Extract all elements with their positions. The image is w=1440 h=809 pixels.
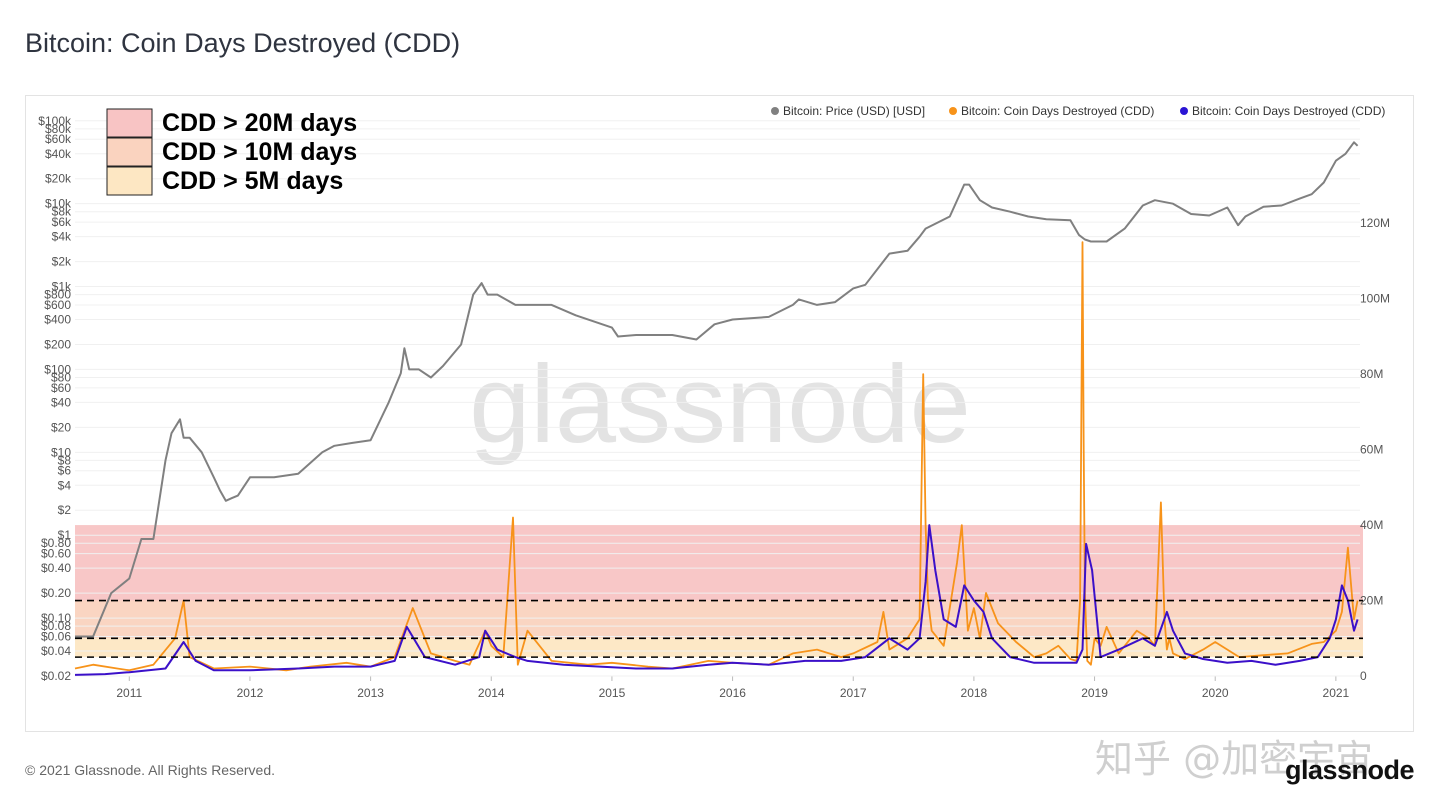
y-left-tick-label: $0.06	[41, 629, 71, 643]
x-tick-label: 2011	[116, 686, 142, 700]
band-over-10m	[75, 600, 1363, 639]
x-tick-label: 2015	[599, 686, 626, 700]
legend-dot	[949, 107, 957, 115]
threshold-legend-swatch	[106, 108, 153, 138]
y-left-tick-label: $1	[58, 528, 72, 542]
y-left-tick-label: $2	[58, 503, 72, 517]
y-left-tick-label: $800	[44, 288, 71, 302]
x-tick-label: 2020	[1202, 686, 1229, 700]
y-left-tick-label: $40k	[45, 147, 72, 161]
y-right-tick-label: 20M	[1360, 594, 1383, 608]
x-tick-label: 2013	[357, 686, 384, 700]
page-title: Bitcoin: Coin Days Destroyed (CDD)	[25, 28, 461, 58]
threshold-legend-swatch	[106, 137, 153, 167]
zhihu-watermark: 知乎 @加密宇宙	[1095, 737, 1374, 781]
cdd-ma-line	[74, 524, 1359, 676]
y-left-tick-label: $600	[44, 298, 71, 312]
threshold-lines	[75, 599, 1363, 658]
glassnode-watermark: glassnode	[469, 343, 971, 466]
y-left-tick-label: $6	[58, 464, 72, 478]
y-left-tick-label: $0.80	[41, 536, 71, 550]
copyright-text: © 2021 Glassnode. All Rights Reserved.	[25, 762, 276, 778]
x-axis: 2011 2012 2013 2014 2015 2016 2017 2018 2019 2020…	[116, 676, 1350, 700]
chart-frame	[25, 95, 1414, 732]
threshold-legend-label: CDD > 20M days	[162, 109, 357, 137]
y-right-tick-label: 80M	[1360, 367, 1383, 381]
y-left-tick-label: $20	[51, 420, 71, 434]
y-right-tick-label: 0	[1360, 669, 1367, 683]
glassnode-logo: glassnode	[1284, 755, 1415, 785]
threshold-bands	[75, 525, 1363, 658]
x-tick-label: 2019	[1081, 686, 1108, 700]
y-left-tick-label: $60k	[45, 132, 72, 146]
y-left-tick-label: $10k	[45, 197, 72, 211]
x-tick-label: 2021	[1323, 686, 1350, 700]
legend-dot	[1180, 107, 1188, 115]
y-axis-price: $0.02 $0.04$0.06$0.08$0.10 $0.20 $0.40$0.60…	[38, 114, 1360, 683]
y-left-tick-label: $4k	[52, 230, 72, 244]
x-tick-label: 2018	[961, 686, 988, 700]
y-left-tick-label: $2k	[52, 255, 72, 269]
price-line	[75, 141, 1359, 638]
series-legend: Bitcoin: Price (USD) [USD] Bitcoin: Coin …	[771, 104, 1385, 118]
legend-label: Bitcoin: Price (USD) [USD]	[783, 104, 925, 118]
x-tick-label: 2016	[719, 686, 746, 700]
y-left-tick-label: $1k	[52, 280, 72, 294]
threshold-legend-swatch	[106, 166, 153, 196]
y-left-tick-label: $0.02	[41, 669, 71, 683]
y-left-tick-label: $40	[51, 395, 71, 409]
y-left-tick-label: $80k	[45, 122, 72, 136]
threshold-legend-label: CDD > 10M days	[162, 138, 357, 166]
legend-label: Bitcoin: Coin Days Destroyed (CDD)	[1192, 104, 1385, 118]
y-left-tick-label: $200	[44, 337, 71, 351]
y-left-tick-label: $4	[58, 478, 72, 492]
threshold-legend-label: CDD > 5M days	[162, 167, 343, 195]
y-left-tick-label: $0.10	[41, 611, 71, 625]
y-axis-cdd: 0 20M 40M 60M 80M 100M 120M	[1360, 216, 1390, 683]
y-left-tick-label: $10	[51, 445, 71, 459]
band-over-20m	[75, 525, 1363, 601]
y-left-tick-label: $400	[44, 313, 71, 327]
y-left-tick-label: $6k	[52, 215, 72, 229]
x-tick-label: 2012	[237, 686, 264, 700]
y-left-tick-label: $0.08	[41, 619, 71, 633]
y-left-tick-label: $100	[44, 362, 71, 376]
y-right-tick-label: 40M	[1360, 518, 1383, 532]
y-left-tick-label: $0.60	[41, 547, 71, 561]
y-left-tick-label: $60	[51, 381, 71, 395]
y-left-tick-label: $0.20	[41, 586, 71, 600]
legend-dot	[771, 107, 779, 115]
y-left-tick-label: $0.40	[41, 561, 71, 575]
x-tick-label: 2014	[478, 686, 505, 700]
y-right-tick-label: 60M	[1360, 443, 1383, 457]
series-lines	[74, 141, 1359, 676]
y-left-tick-label: $8	[58, 453, 72, 467]
y-right-tick-label: 100M	[1360, 292, 1390, 306]
x-tick-label: 2017	[840, 686, 867, 700]
y-left-tick-label: $0.04	[41, 644, 71, 658]
y-right-tick-label: 120M	[1360, 216, 1390, 230]
y-left-tick-label: $80	[51, 370, 71, 384]
y-left-tick-label: $8k	[52, 205, 72, 219]
y-left-tick-label: $20k	[45, 172, 72, 186]
y-left-tick-label: $100k	[38, 114, 72, 128]
legend-label: Bitcoin: Coin Days Destroyed (CDD)	[961, 104, 1154, 118]
